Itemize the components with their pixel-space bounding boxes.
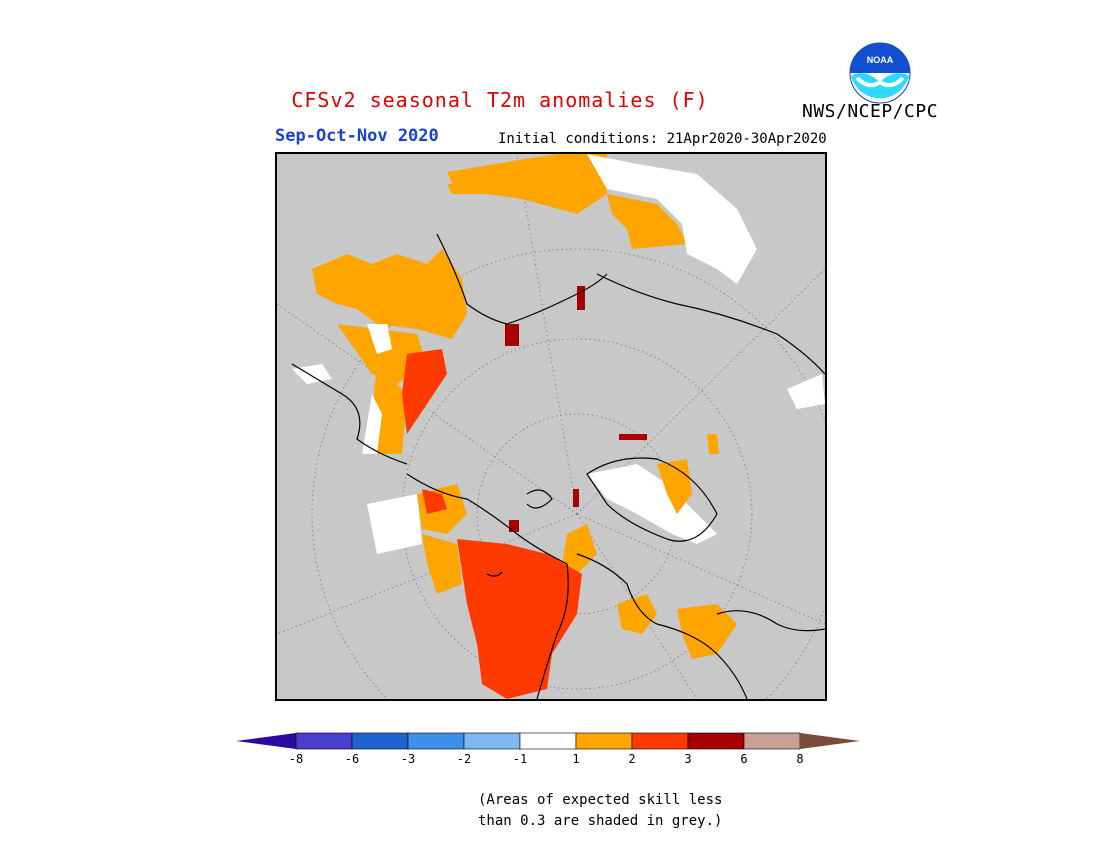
colorbar-tick-label: 8 [796, 752, 804, 766]
season-label: Sep-Oct-Nov 2020 [275, 126, 439, 146]
map-title: CFSv2 seasonal T2m anomalies (F) [291, 88, 709, 112]
initial-conditions-label: Initial conditions: 21Apr2020-30Apr2020 [498, 131, 827, 147]
colorbar-tick-label: 2 [628, 752, 636, 766]
agency-label: NWS/NCEP/CPC [802, 101, 939, 122]
anomaly-region-siberia [312, 154, 687, 454]
colorbar-cell [295, 732, 353, 750]
anomaly-region-western-canada [422, 489, 582, 699]
noaa-logo-text: NOAA [867, 55, 894, 65]
colorbar-tick-label: -6 [344, 752, 360, 766]
strong-anomaly-spots [505, 286, 647, 532]
meridian-line [277, 303, 578, 515]
colorbar-cell [631, 732, 689, 750]
colorbar-max-arrow [800, 733, 860, 749]
colorbar-cell [351, 732, 409, 750]
colorbar-cell [687, 732, 745, 750]
colorbar-tick-label: 3 [684, 752, 692, 766]
colorbar-cell [743, 732, 801, 750]
colorbar-tick-label: 1 [572, 752, 580, 766]
meridian-line [576, 513, 825, 625]
colorbar-tick-label: 6 [740, 752, 748, 766]
colorbar-cell [463, 732, 521, 750]
colorbar-tick-label: -3 [400, 752, 416, 766]
colorbar-tick-label: -2 [456, 752, 472, 766]
skill-note-line-1: (Areas of expected skill less [478, 792, 723, 808]
noaa-logo: NOAA [849, 42, 911, 104]
colorbar-cell [519, 732, 577, 750]
colorbar-tick-label: -8 [288, 752, 304, 766]
anomaly-region-europe [402, 349, 447, 434]
meridian-line [576, 513, 698, 699]
polar-map-canvas [277, 154, 825, 699]
colorbar-tick-label: -1 [512, 752, 528, 766]
near-normal-region [292, 154, 825, 554]
colorbar-min-arrow [236, 733, 296, 749]
colorbar-cell [407, 732, 465, 750]
polar-map [275, 152, 827, 701]
skill-note-line-2: than 0.3 are shaded in grey.) [478, 813, 723, 829]
colorbar-cell [575, 732, 633, 750]
skill-note: (Areas of expected skill less than 0.3 a… [478, 790, 722, 832]
colorbar [236, 732, 860, 750]
coastlines [291, 233, 825, 699]
